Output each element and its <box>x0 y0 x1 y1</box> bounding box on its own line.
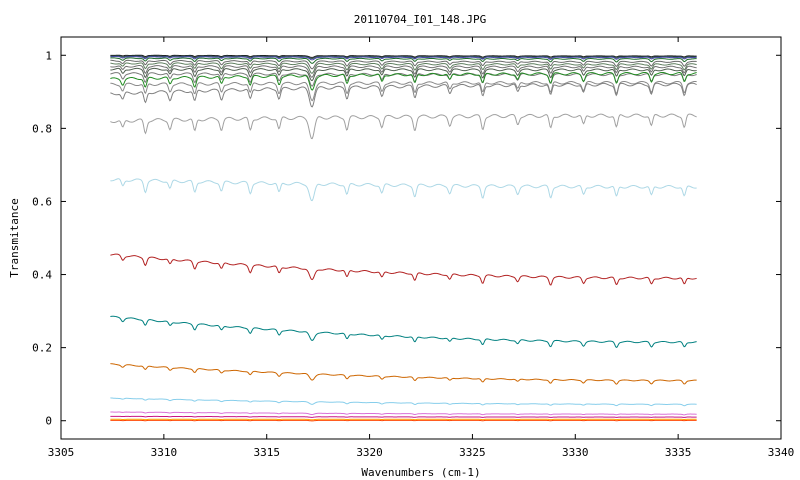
series-line-18 <box>110 397 697 407</box>
series-layer <box>110 54 697 422</box>
y-tick-label: 1 <box>45 49 52 62</box>
series-line-10 <box>110 71 697 91</box>
series-line-17 <box>110 363 697 385</box>
series-line-8 <box>110 67 697 82</box>
series-line-5 <box>110 59 697 70</box>
series-line-6 <box>110 62 697 74</box>
x-tick-label: 3325 <box>459 446 486 459</box>
series-line-3 <box>110 56 697 61</box>
series-line-14 <box>110 178 697 202</box>
series-line-16 <box>110 315 697 349</box>
y-tick-label: 0.2 <box>32 342 52 355</box>
y-tick-label: 0 <box>45 415 52 428</box>
series-line-2 <box>110 55 697 60</box>
series-line-11 <box>110 80 697 102</box>
plot-frame <box>60 36 782 440</box>
y-axis: 0 0.2 0.4 0.6 0.8 1 <box>32 49 781 428</box>
series-line-1 <box>110 54 697 58</box>
x-tick-label: 3335 <box>665 446 692 459</box>
series-line-20 <box>110 415 697 418</box>
x-tick-label: 3330 <box>562 446 589 459</box>
x-tick-label: 3310 <box>151 446 178 459</box>
x-axis: 3305 3310 3315 3320 3325 3330 3335 3340 <box>48 37 795 459</box>
x-tick-label: 3305 <box>48 446 75 459</box>
y-tick-label: 0.8 <box>32 122 52 135</box>
y-axis-label: Transmitance <box>8 198 21 277</box>
y-tick-label: 0.6 <box>32 195 52 208</box>
series-line-4 <box>110 57 697 64</box>
y-tick-label: 0.4 <box>32 269 52 282</box>
x-axis-label: Wavenumbers (cm-1) <box>361 466 480 479</box>
x-tick-label: 3340 <box>768 446 795 459</box>
series-line-21 <box>110 418 697 421</box>
series-line-19 <box>110 411 697 416</box>
chart-title: 20110704_I01_148.JPG <box>354 13 486 26</box>
series-line-12 <box>110 82 697 108</box>
series-line-22 <box>110 419 697 422</box>
x-tick-label: 3320 <box>356 446 383 459</box>
series-line-7 <box>110 65 697 78</box>
series-line-15 <box>110 253 697 286</box>
series-line-13 <box>110 113 697 140</box>
x-tick-label: 3315 <box>253 446 280 459</box>
